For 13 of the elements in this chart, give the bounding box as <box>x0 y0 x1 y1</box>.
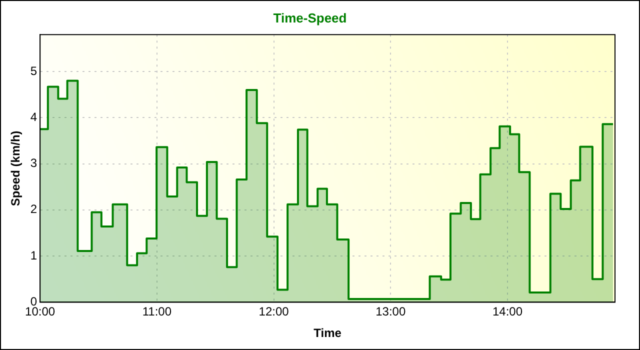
x-tick-label: 11:00 <box>142 304 172 319</box>
chart-title: Time-Speed <box>273 10 347 26</box>
x-tick-label: 10:00 <box>25 304 56 319</box>
y-tick-label: 1 <box>30 248 38 262</box>
x-tick-label: 12:00 <box>258 304 290 319</box>
x-axis-title: Time <box>314 326 342 340</box>
y-tick-label: 4 <box>30 110 38 124</box>
y-tick-label: 2 <box>30 202 38 216</box>
y-tick-label: 5 <box>30 64 38 78</box>
x-tick-label: 14:00 <box>492 304 523 319</box>
y-axis-title: Speed (km/h) <box>8 130 23 206</box>
x-tick-label: 13:00 <box>376 304 406 319</box>
y-tick-label: 3 <box>30 156 38 170</box>
